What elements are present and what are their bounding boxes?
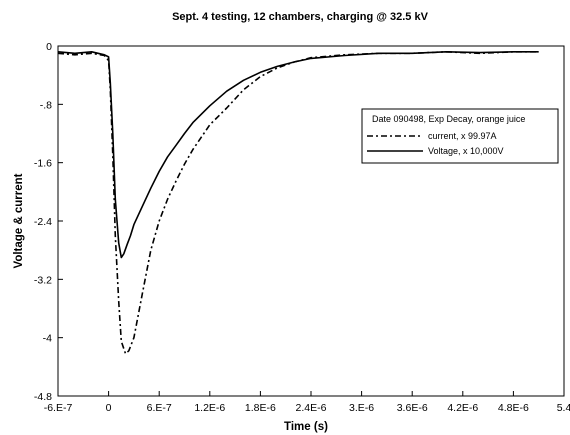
chart-title: Sept. 4 testing, 12 chambers, charging @… [172,11,429,23]
y-tick-label: -1.6 [34,158,52,170]
x-tick-label: 0 [106,402,112,414]
x-tick-label: 1.2E-6 [194,402,225,414]
series-line-current [57,50,539,355]
x-tick-label: 4.8E-6 [498,402,529,414]
legend-header: Date 090498, Exp Decay, orange juice [372,114,525,124]
x-tick-label: 3.6E-6 [397,402,428,414]
legend-entry-voltage: Voltage, x 10,000V [428,146,504,156]
x-axis-label: Time (s) [284,421,328,433]
y-axis-label: Voltage & current [13,173,25,268]
x-axis: -6.E-7 0 6.E-7 1.2E-6 1.8E-6 2.4E-6 3.E-6 3.6E-… [44,391,570,414]
x-tick-label: 4.2E-6 [447,402,478,414]
y-axis: 0 -.8 -1.6 -2.4 -3.2 -4 -4.8 [34,41,63,403]
x-tick-label: 3.E-6 [349,402,374,414]
legend-entry-current: current, x 99.97A [428,131,497,141]
series-line-voltage [57,50,539,259]
x-tick-label: 1.8E-6 [245,402,276,414]
x-tick-label: -6.E-7 [44,402,73,414]
legend: Date 090498, Exp Decay, orange juice cur… [361,108,559,164]
y-tick-label: -.8 [40,99,52,111]
x-tick-label: 2.4E-6 [296,402,327,414]
series-layer [57,50,539,355]
x-tick-label: 5.4 [557,402,570,414]
y-tick-label: -2.4 [34,216,52,228]
y-tick-label: 0 [46,41,52,53]
y-tick-label: -4.8 [34,391,52,403]
y-tick-label: -4 [43,333,52,345]
y-tick-label: -3.2 [34,274,52,286]
legend-box [361,108,559,164]
plot-frame [57,45,565,397]
x-tick-label: 6.E-7 [147,402,172,414]
